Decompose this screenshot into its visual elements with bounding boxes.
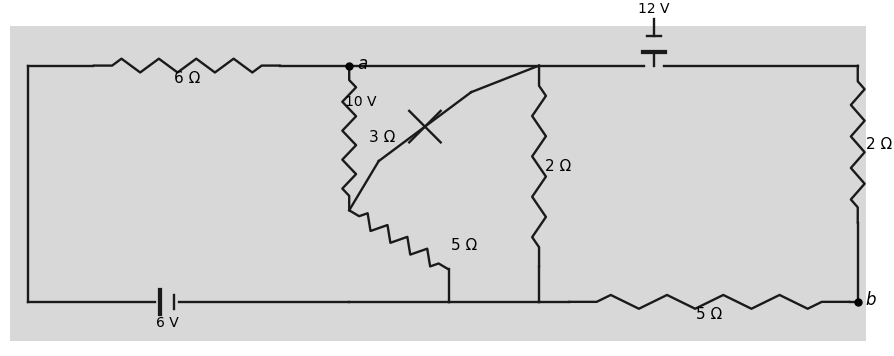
Text: 5 Ω: 5 Ω <box>696 307 721 322</box>
Text: 10 V: 10 V <box>345 95 376 109</box>
Text: 6 V: 6 V <box>156 316 179 330</box>
Text: 5 Ω: 5 Ω <box>450 238 477 253</box>
Bar <box>10 26 332 341</box>
Text: 3 Ω: 3 Ω <box>368 130 395 146</box>
Bar <box>538 26 864 341</box>
Text: 6 Ω: 6 Ω <box>173 70 200 85</box>
Text: 2 Ω: 2 Ω <box>864 137 891 152</box>
Bar <box>319 26 553 341</box>
Text: b: b <box>864 291 875 309</box>
Text: 2 Ω: 2 Ω <box>544 159 570 174</box>
Text: a: a <box>357 54 367 73</box>
Text: 12 V: 12 V <box>637 2 669 16</box>
